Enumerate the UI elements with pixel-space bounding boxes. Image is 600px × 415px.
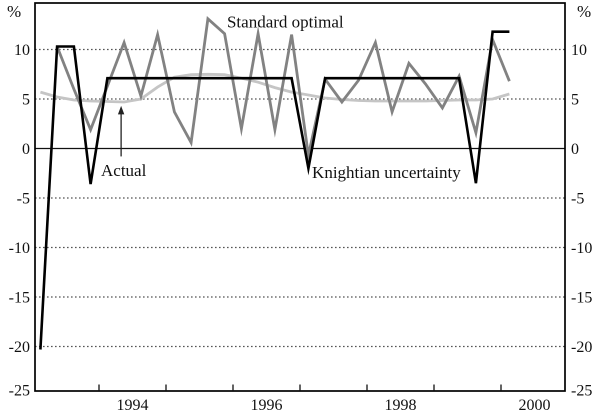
y-axis-label-right: -20	[571, 339, 592, 356]
y-axis-label-right: -5	[571, 191, 584, 208]
percent-label-right: %	[577, 2, 591, 21]
actual-label: Actual	[101, 161, 147, 180]
actual-arrowhead	[117, 105, 125, 115]
standard-optimal-label: Standard optimal	[227, 13, 344, 32]
y-axis-label-left: -25	[9, 383, 30, 400]
plot-frame	[34, 2, 566, 392]
x-axis-label: 2000	[519, 397, 551, 414]
y-axis-label-right: -25	[571, 383, 592, 400]
actual-line	[40, 72, 510, 104]
y-axis-label-left: -5	[17, 191, 30, 208]
y-axis-label-left: 0	[22, 141, 30, 158]
knightian-uncertainty-label: Knightian uncertainty	[312, 163, 461, 182]
y-axis-label-left: -10	[9, 240, 30, 257]
y-axis-label-right: 10	[571, 42, 587, 59]
x-axis-label: 1996	[251, 397, 283, 414]
y-axis-label-right: -10	[571, 240, 592, 257]
y-axis-label-left: -15	[9, 290, 30, 307]
knightian-uncertainty-line	[39, 30, 510, 350]
y-axis-label-right: 5	[571, 92, 579, 109]
y-axis-label-left: -20	[9, 339, 30, 356]
y-axis-label-right: -15	[571, 290, 592, 307]
y-axis-label-left: 5	[22, 92, 30, 109]
percent-label-left: %	[7, 2, 21, 21]
x-axis-label: 1994	[117, 397, 149, 414]
x-axis-label: 1998	[385, 397, 417, 414]
standard-optimal-line	[55, 16, 511, 164]
y-axis-label-right: 0	[571, 141, 579, 158]
y-axis-label-left: 10	[14, 42, 30, 59]
